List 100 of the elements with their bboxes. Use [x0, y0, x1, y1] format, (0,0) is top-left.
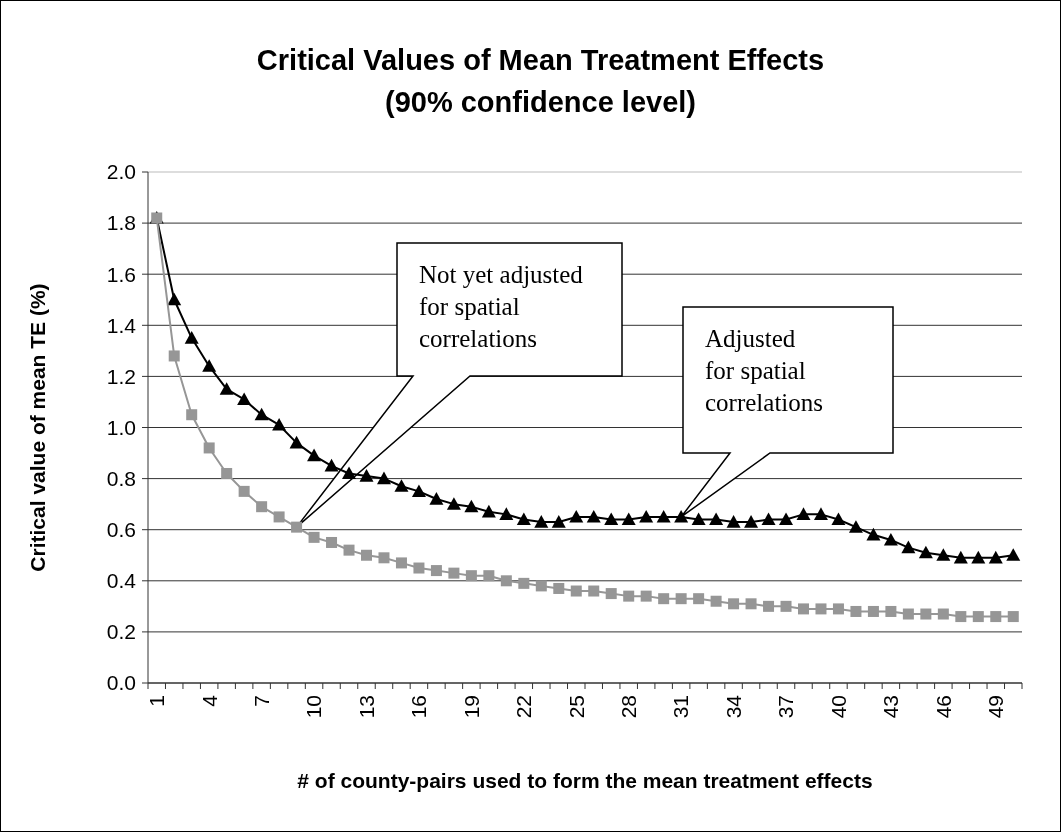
- point: [955, 611, 967, 623]
- point: [605, 588, 617, 600]
- point: [639, 509, 654, 523]
- point: [343, 544, 355, 556]
- point: [744, 515, 759, 528]
- point: [324, 458, 339, 472]
- y-tick-label: 0.2: [106, 620, 136, 644]
- point: [866, 527, 881, 541]
- point: [953, 550, 968, 564]
- x-tick-label: 46: [931, 695, 955, 719]
- x-tick-label: 7: [249, 695, 273, 707]
- point: [518, 577, 530, 589]
- point: [604, 512, 619, 526]
- point: [918, 545, 933, 559]
- point: [709, 512, 724, 526]
- point: [971, 550, 986, 564]
- point: [920, 608, 932, 620]
- point: [813, 507, 828, 520]
- point: [430, 565, 442, 577]
- point: [413, 562, 425, 574]
- point: [534, 515, 549, 528]
- point: [219, 382, 234, 395]
- y-tick-label: 1.2: [106, 364, 136, 388]
- point: [448, 567, 460, 579]
- point: [167, 292, 182, 306]
- point: [848, 520, 863, 533]
- point: [691, 512, 706, 526]
- point: [656, 509, 671, 523]
- x-tick-label: 19: [459, 695, 483, 719]
- y-tick-label: 0.4: [106, 569, 137, 593]
- annotation: Not yet adjusted for spatial correlations: [419, 261, 584, 352]
- point: [465, 570, 477, 582]
- annotation: Adjusted for spatial correlations: [705, 325, 824, 416]
- point: [238, 485, 250, 497]
- x-tick-label: 31: [669, 695, 693, 719]
- y-tick-label: 1.0: [106, 415, 136, 439]
- point: [481, 504, 496, 518]
- point: [570, 585, 582, 597]
- point: [726, 515, 741, 528]
- point: [342, 466, 357, 480]
- point: [831, 512, 846, 526]
- point: [394, 479, 409, 492]
- point: [359, 469, 374, 482]
- point: [500, 575, 512, 587]
- point: [395, 557, 407, 569]
- point: [553, 582, 565, 594]
- x-tick-label: 49: [984, 695, 1008, 719]
- x-axis-title: # of county-pairs used to form the mean treatment effects: [297, 769, 873, 792]
- point: [272, 417, 287, 431]
- point: [623, 590, 635, 602]
- x-tick-label: 37: [774, 695, 798, 719]
- x-tick-label: 10: [302, 695, 326, 719]
- point: [289, 435, 304, 449]
- y-axis-title: Critical value of mean TE (%): [26, 283, 49, 572]
- point: [186, 409, 198, 421]
- point: [832, 603, 844, 615]
- point: [885, 605, 897, 617]
- point: [761, 512, 776, 526]
- y-tick-label: 0.6: [106, 518, 136, 542]
- x-tick-label: 13: [354, 695, 378, 719]
- point: [551, 515, 566, 528]
- point: [798, 603, 809, 615]
- y-tick-label: 1.6: [106, 262, 136, 286]
- x-tick-label: 16: [407, 695, 431, 719]
- x-tick-label: 25: [564, 695, 588, 719]
- point: [184, 331, 199, 344]
- y-tick-label: 0.0: [106, 671, 136, 695]
- point: [307, 448, 322, 462]
- point: [221, 467, 233, 479]
- point: [902, 608, 914, 620]
- point: [361, 549, 372, 561]
- point: [883, 532, 898, 546]
- point: [745, 598, 757, 610]
- point: [378, 552, 390, 564]
- point: [621, 512, 636, 526]
- y-tick-label: 1.4: [106, 313, 137, 337]
- x-tick-label: 1: [145, 695, 169, 707]
- point: [483, 570, 495, 582]
- point: [936, 548, 951, 561]
- x-tick-label: 22: [512, 695, 536, 719]
- y-tick-label: 0.8: [106, 466, 136, 490]
- point: [990, 611, 1002, 623]
- point: [499, 507, 514, 520]
- y-tick-label: 1.8: [106, 211, 136, 235]
- point: [1007, 611, 1019, 623]
- point: [779, 512, 794, 526]
- point: [256, 501, 268, 513]
- x-tick-label: 28: [617, 695, 641, 719]
- point: [535, 580, 547, 592]
- point: [588, 585, 600, 597]
- point: [710, 595, 722, 607]
- point: [972, 611, 984, 623]
- x-tick-label: 43: [879, 695, 903, 719]
- point: [640, 590, 652, 602]
- x-tick-label: 40: [826, 695, 850, 719]
- point: [815, 603, 827, 615]
- point: [516, 512, 531, 526]
- point: [988, 550, 1003, 564]
- point: [728, 598, 740, 610]
- point: [308, 531, 320, 543]
